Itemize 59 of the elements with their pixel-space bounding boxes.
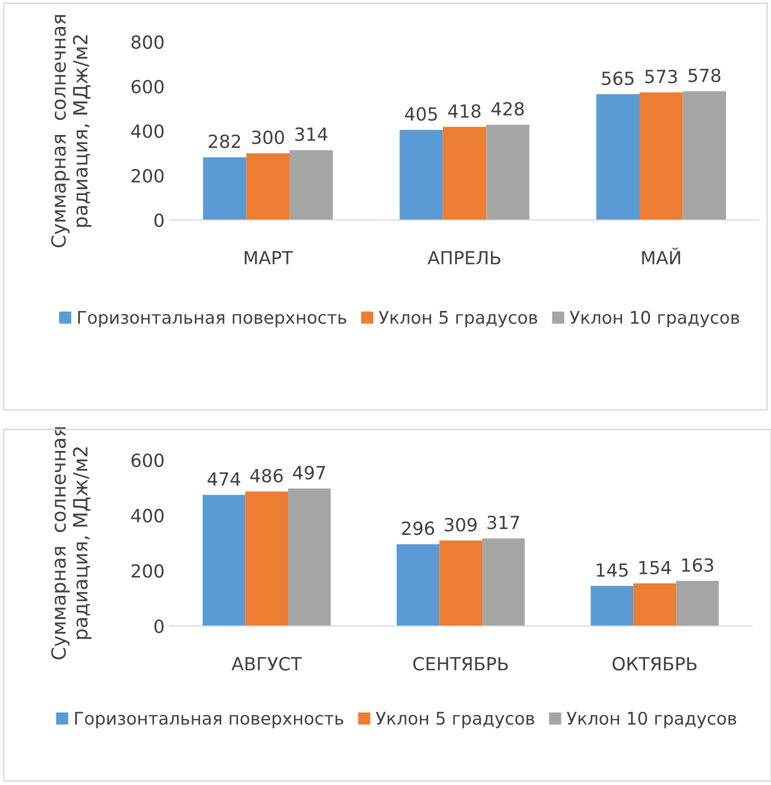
data-label: 300 (252, 130, 284, 144)
y-axis-title: Суммарная солнечная радиация, МДж/м2 (51, 15, 92, 248)
x-tick-label: АПРЕЛЬ (428, 251, 500, 264)
data-label: 309 (444, 518, 477, 532)
bar (288, 488, 331, 626)
bar (202, 494, 246, 626)
y-tick-label: 0 (154, 213, 164, 228)
bar (203, 157, 246, 220)
y-tick-label: 800 (132, 35, 164, 49)
bar (246, 153, 290, 220)
data-label: 314 (295, 127, 328, 142)
data-label: 497 (292, 466, 326, 480)
bar (640, 92, 683, 220)
y-tick-label: 200 (132, 564, 164, 578)
y-tick-label: 600 (132, 80, 164, 94)
legend-label: Горизонтальная поверхность (75, 712, 344, 728)
data-label: 418 (448, 104, 481, 118)
bar (633, 583, 676, 626)
bar (245, 492, 288, 626)
x-tick-label: АВГУСТ (232, 656, 302, 671)
bar (590, 586, 634, 626)
bar (442, 126, 486, 220)
bar (682, 91, 726, 220)
y-tick-label: 400 (131, 124, 164, 138)
data-label: 565 (602, 71, 634, 86)
x-tick-label: СЕНТЯБРЬ (413, 656, 508, 671)
data-label: 486 (250, 468, 283, 482)
legend-label: Уклон 10 градусов (570, 310, 740, 328)
data-label: 578 (688, 68, 720, 82)
data-label: 145 (596, 563, 628, 577)
bar (676, 580, 719, 626)
y-tick-label: 0 (154, 619, 164, 634)
y-tick-label: 600 (132, 453, 164, 468)
data-label: 405 (404, 107, 437, 121)
data-label: 428 (491, 102, 524, 116)
x-tick-label: МАРТ (244, 251, 293, 264)
bar (482, 538, 525, 626)
bar (396, 544, 440, 626)
legend-label: Горизонтальная поверхность (78, 311, 346, 328)
bar (290, 150, 333, 220)
data-label: 154 (639, 560, 671, 574)
data-label: 282 (208, 134, 240, 148)
legend-label: Уклон 5 градусов (376, 712, 534, 728)
bar (596, 94, 640, 220)
y-tick-label: 200 (132, 168, 164, 183)
y-tick-label: 400 (131, 508, 164, 522)
x-tick-label: МАЙ (642, 248, 680, 264)
data-label: 163 (682, 558, 714, 572)
legend-label: Уклон 5 градусов (378, 311, 538, 328)
legend-label: Уклон 10 градусов (566, 712, 736, 728)
data-label: 474 (208, 472, 240, 486)
y-axis-title: Суммарная солнечная радиация, МДж/м2 (51, 427, 92, 660)
bar (486, 124, 530, 220)
data-label: 296 (402, 521, 434, 536)
data-label: 317 (488, 516, 520, 530)
data-label: 573 (645, 70, 677, 84)
bar (400, 130, 443, 220)
x-tick-label: ОКТЯБРЬ (612, 656, 697, 671)
bar (439, 540, 482, 626)
